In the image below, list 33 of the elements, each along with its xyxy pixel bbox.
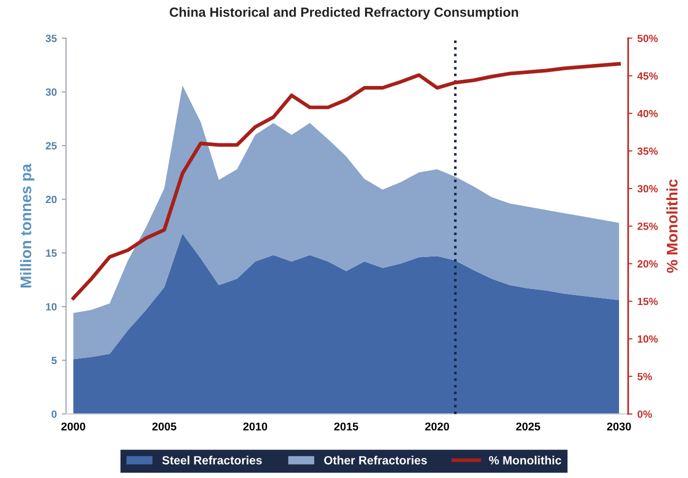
x-tick-label: 2030 xyxy=(607,422,631,430)
y2-tick-label: 5% xyxy=(637,372,652,380)
x-tick-label: 2005 xyxy=(152,422,176,430)
y-axis-title: Million tonnes pa xyxy=(20,164,34,288)
legend-label: Other Refractories xyxy=(324,456,427,464)
y2-tick-label: 40% xyxy=(637,110,658,118)
legend-label: % Monolithic xyxy=(489,456,562,464)
y-tick-label: 25 xyxy=(46,142,57,150)
y2-axis-title: % Monolithic xyxy=(666,179,678,273)
y-tick-label: 5 xyxy=(52,356,57,364)
y2-tick-label: 20% xyxy=(638,260,658,268)
x-tick-label: 2015 xyxy=(334,422,358,430)
y2-tick-label: 45% xyxy=(637,72,658,80)
y2-tick-label: 15% xyxy=(638,298,658,306)
y-tick-label: 0 xyxy=(52,410,57,418)
x-tick-label: 2010 xyxy=(243,422,268,430)
x-tick-label: 2025 xyxy=(516,422,540,430)
y2-tick-label: 30% xyxy=(637,185,658,192)
y2-tick-label: 35% xyxy=(637,147,658,155)
legend-label: Steel Refractories xyxy=(162,456,262,464)
y2-tick-label: 10% xyxy=(638,335,658,343)
x-tick-label: 2000 xyxy=(61,422,86,430)
chart-title: China Historical and Predicted Refractory Consumption xyxy=(170,7,518,20)
y2-tick-label: 50% xyxy=(637,34,658,42)
y-tick-label: 35 xyxy=(46,34,57,42)
y2-tick-label: 0% xyxy=(638,410,652,418)
y-tick-label: 30 xyxy=(46,88,57,96)
x-tick-label: 2020 xyxy=(425,422,450,430)
y-tick-label: 15 xyxy=(46,250,57,257)
y-tick-label: 10 xyxy=(46,303,57,310)
line-series xyxy=(72,62,621,300)
y2-tick-label: 25% xyxy=(638,222,658,230)
y-tick-label: 20 xyxy=(46,196,57,204)
